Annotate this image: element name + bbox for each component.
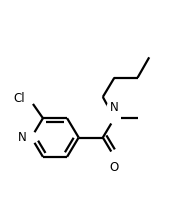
Text: N: N (18, 131, 27, 144)
Text: N: N (110, 101, 119, 114)
Circle shape (11, 92, 26, 106)
Circle shape (107, 160, 122, 175)
Text: O: O (110, 161, 119, 174)
Circle shape (15, 130, 30, 145)
Circle shape (107, 100, 122, 115)
Text: Cl: Cl (13, 92, 24, 105)
